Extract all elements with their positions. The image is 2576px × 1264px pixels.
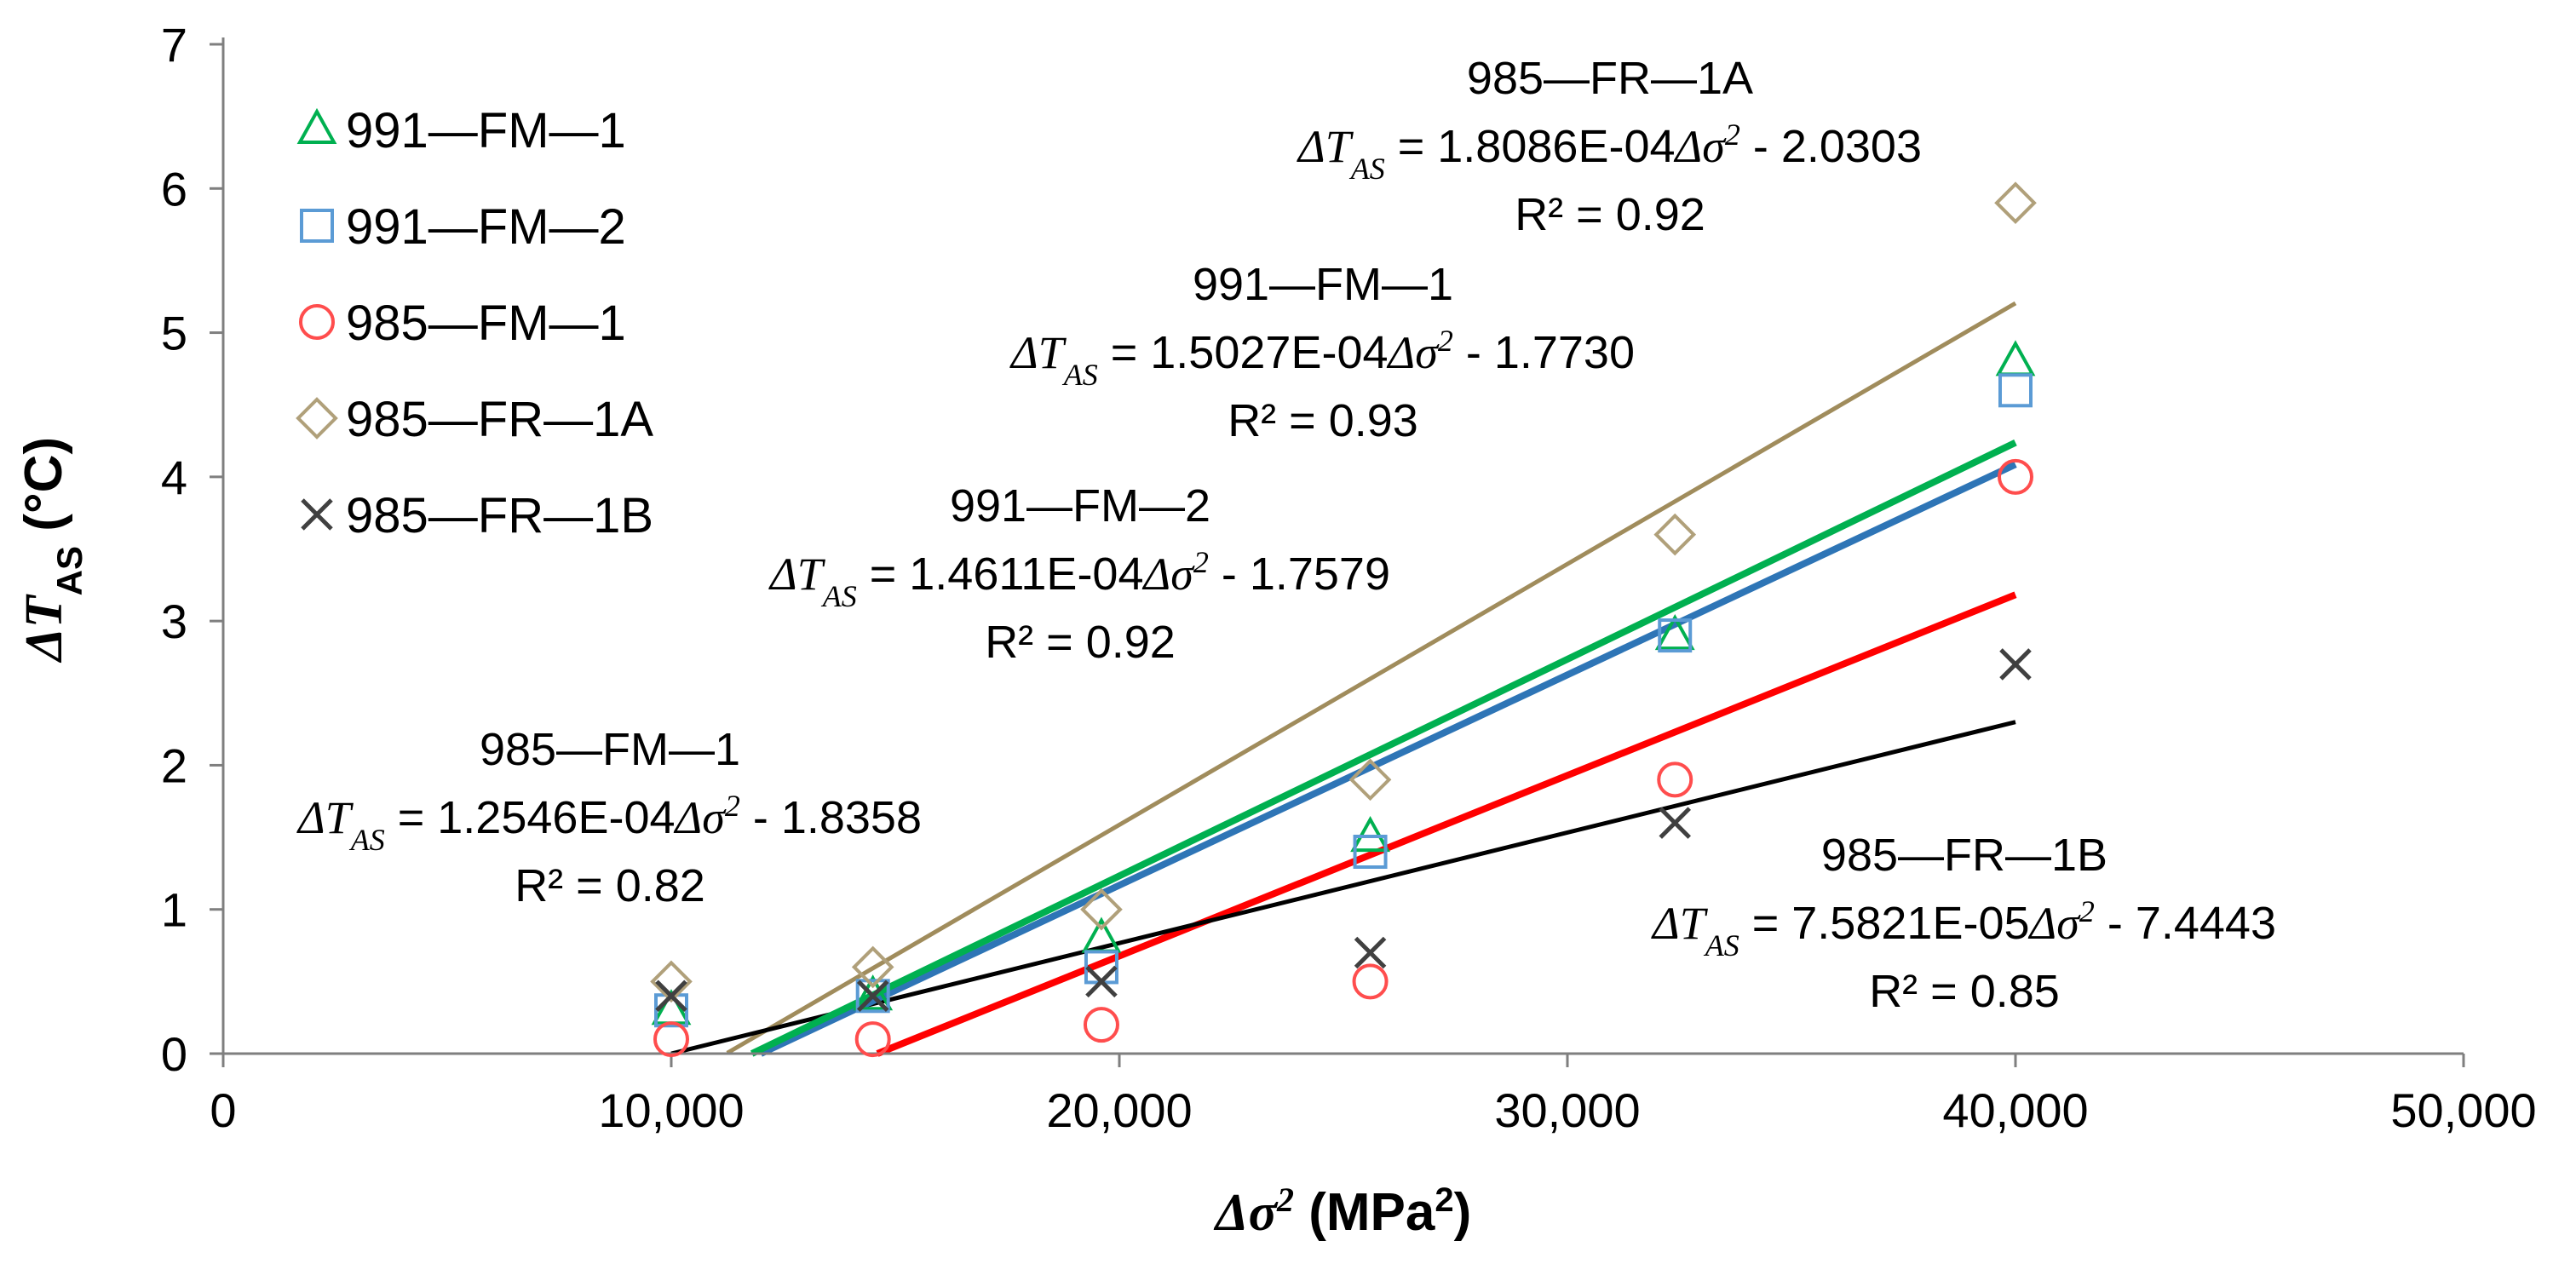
legend-marker-5 [301, 498, 333, 531]
annotation-5: 985—FR—1B ΔTAS = 7.5821E-05Δσ2 - 7.4443R²… [1651, 830, 2276, 1017]
y-tick-label: 0 [161, 1027, 187, 1081]
data-point-4-3 [1080, 888, 1123, 931]
data-point-3-4 [1352, 963, 1389, 1000]
data-point-5-1 [655, 980, 687, 1013]
annotation-equation: ΔTAS = 1.2546E-04Δσ2 - 1.8358 [296, 789, 922, 857]
fit-line-2 [759, 461, 2017, 1057]
legend-label-2: 991—FM—2 [346, 199, 626, 255]
y-tick-label: 5 [161, 307, 187, 360]
annotation-2: 991—FM—2 ΔTAS = 1.4611E-04Δσ2 - 1.7579R² … [768, 480, 1390, 668]
data-point-4-1 [650, 960, 693, 1003]
x-tick-label: 10,000 [598, 1083, 744, 1137]
data-point-4-2 [851, 945, 894, 989]
data-point-1-2 [853, 974, 894, 1011]
annotation-r2: R² = 0.85 [1869, 966, 2060, 1017]
annotation-title: 985—FM—1 [480, 724, 740, 775]
fit-line-5 [670, 720, 2016, 1056]
annotation-equation: ΔTAS = 1.4611E-04Δσ2 - 1.7579 [768, 545, 1390, 613]
annotation-title: 991—FM—1 [1193, 259, 1453, 310]
data-point-4-4 [1348, 758, 1392, 801]
annotation-r2: R² = 0.92 [985, 617, 1176, 668]
legend-marker-4 [296, 397, 338, 440]
data-point-1-5 [1654, 613, 1695, 651]
y-tick-label: 6 [161, 162, 187, 215]
data-point-5-6 [1999, 648, 2032, 681]
data-point-4-5 [1653, 513, 1697, 556]
data-point-2-2 [855, 979, 890, 1014]
data-point-2-5 [1658, 618, 1693, 653]
annotation-title: 985—FR—1A [1467, 53, 1753, 104]
data-point-5-4 [1354, 936, 1387, 969]
data-point-2-4 [1353, 835, 1388, 869]
annotation-r2: R² = 0.82 [515, 860, 705, 911]
data-point-5-2 [856, 980, 889, 1013]
data-point-3-5 [1657, 761, 1693, 798]
legend-label-4: 985—FR—1A [346, 392, 653, 447]
data-point-3-1 [653, 1021, 689, 1058]
y-axis-title: ΔTAS (°C) [14, 437, 89, 664]
legend: 991—FM—1 991—FM—2 985—FM—1 985—FR—1A 985—FR—… [296, 103, 653, 543]
x-tick-label: 0 [210, 1083, 236, 1137]
legend-label-1: 991—FM—1 [346, 103, 626, 158]
annotation-1: 991—FM—1 ΔTAS = 1.5027E-04Δσ2 - 1.7730R² … [1009, 259, 1635, 446]
fit-line-1 [750, 440, 2017, 1057]
annotation-equation: ΔTAS = 7.5821E-05Δσ2 - 7.4443 [1651, 894, 2276, 962]
data-point-3-3 [1083, 1007, 1119, 1043]
legend-label-5: 985—FR—1B [346, 488, 653, 543]
data-point-5-3 [1085, 965, 1118, 998]
legend-marker-3 [299, 304, 335, 340]
data-point-5-5 [1659, 807, 1692, 839]
y-tick-label: 2 [161, 738, 187, 792]
legend-marker-2 [300, 209, 334, 243]
annotation-r2: R² = 0.93 [1228, 395, 1418, 446]
data-markers [650, 181, 2037, 1058]
data-point-3-6 [1998, 458, 2033, 495]
y-tick-label: 3 [161, 595, 187, 648]
data-point-2-6 [1998, 373, 2033, 408]
x-tick-label: 20,000 [1046, 1083, 1192, 1137]
fit-lines [670, 301, 2017, 1057]
fit-line-4 [726, 301, 2017, 1055]
annotation-r2: R² = 0.92 [1515, 189, 1705, 240]
annotation-equation: ΔTAS = 1.8086E-04Δσ2 - 2.0303 [1297, 118, 1922, 186]
y-tick-label: 7 [161, 18, 187, 72]
x-tick-label: 40,000 [1942, 1083, 2088, 1137]
y-tick-label: 4 [161, 451, 187, 504]
data-point-1-6 [1995, 340, 2036, 376]
axes: 0 1 2 3 4 5 6 7 0 10,000 20,000 30,000 40,000 50,000 Δ… [14, 18, 2537, 1242]
x-tick-label: 50,000 [2390, 1083, 2536, 1137]
legend-marker-1 [296, 107, 337, 144]
annotation-4: 985—FR—1A ΔTAS = 1.8086E-04Δσ2 - 2.0303R²… [1297, 53, 1922, 240]
annotation-title: 985—FR—1B [1821, 830, 2107, 881]
annotation-3: 985—FM—1 ΔTAS = 1.2546E-04Δσ2 - 1.8358R² … [296, 724, 922, 911]
fit-line-3 [876, 591, 2017, 1057]
annotation-equation: ΔTAS = 1.5027E-04Δσ2 - 1.7730 [1009, 324, 1635, 392]
x-axis-title: Δσ2 (MPa2) [1213, 1181, 1472, 1243]
y-tick-label: 1 [161, 883, 187, 937]
data-point-4-6 [1994, 181, 2037, 225]
data-point-3-2 [854, 1021, 891, 1058]
x-tick-label: 30,000 [1494, 1083, 1640, 1137]
annotation-title: 991—FM—2 [950, 480, 1210, 531]
legend-label-3: 985—FM—1 [346, 296, 626, 351]
